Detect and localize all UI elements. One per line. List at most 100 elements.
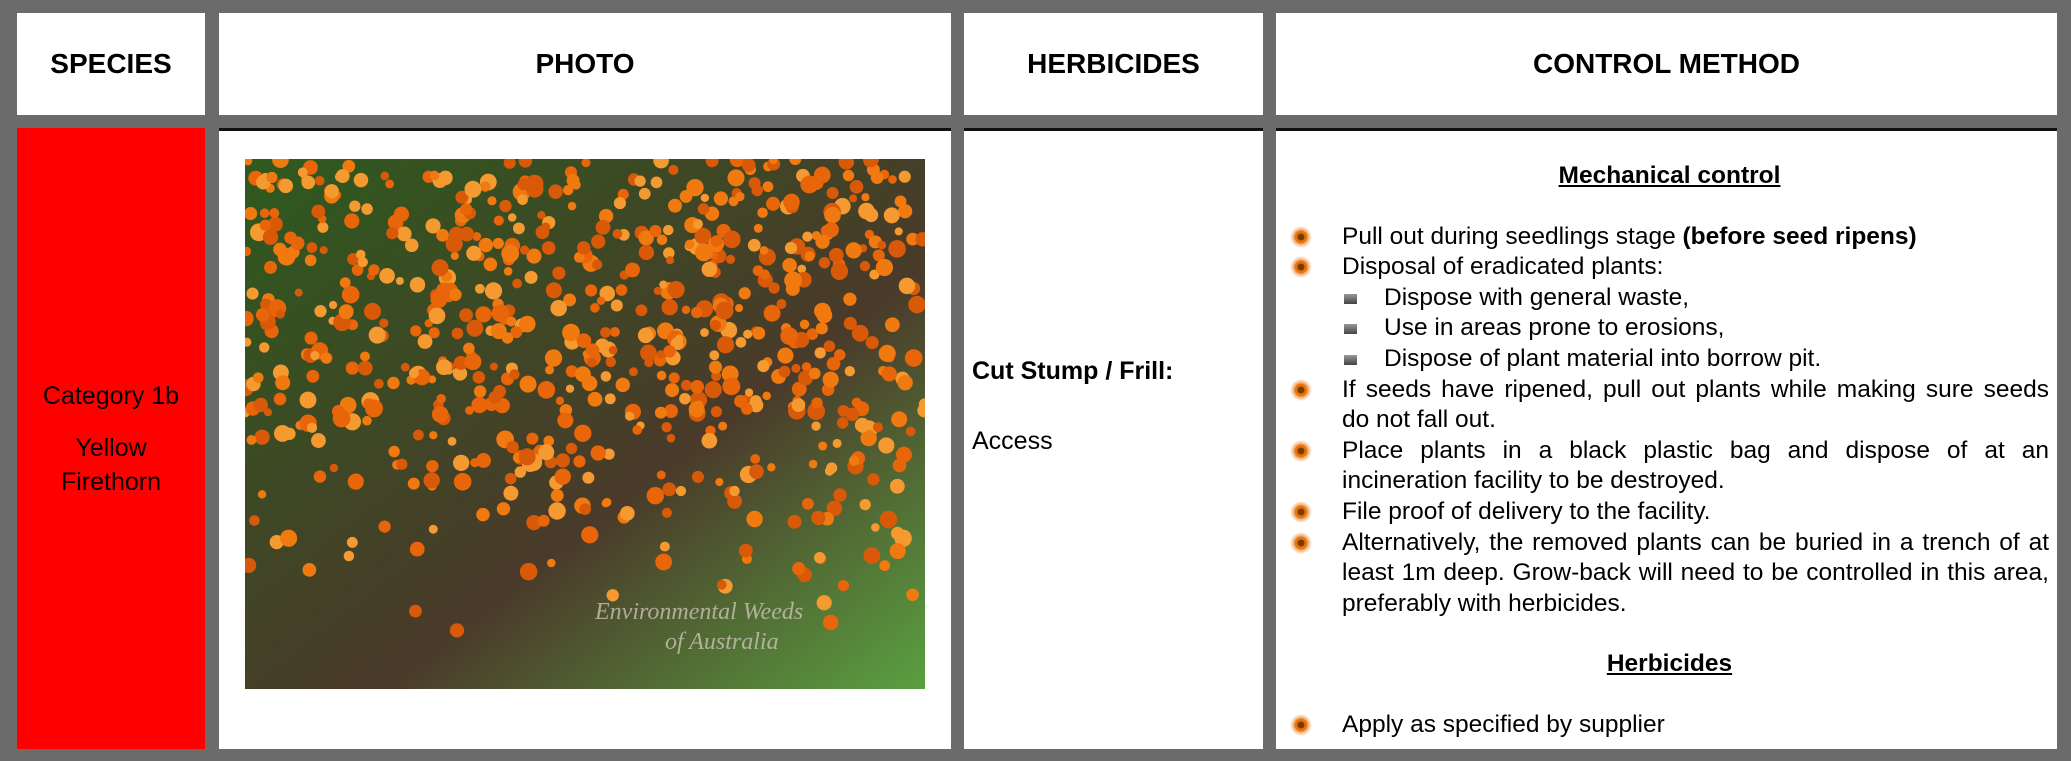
- berry: [815, 234, 830, 249]
- berries: [245, 159, 925, 638]
- berry: [668, 198, 682, 213]
- berry: [328, 300, 338, 310]
- berry: [787, 514, 802, 529]
- berry: [483, 257, 498, 272]
- berry: [294, 288, 303, 297]
- berry: [869, 269, 880, 280]
- berry: [694, 243, 713, 262]
- berry: [859, 260, 871, 272]
- photo: Environmental Weeds of Australia: [245, 159, 925, 689]
- berry: [519, 562, 538, 581]
- berry: [849, 194, 858, 203]
- berry: [360, 351, 370, 362]
- berry: [526, 514, 542, 531]
- berry: [688, 401, 705, 418]
- berry: [727, 494, 743, 509]
- berry: [889, 542, 906, 560]
- berry: [374, 378, 384, 389]
- berry: [625, 411, 635, 421]
- berry: [306, 369, 320, 383]
- berry: [849, 179, 864, 194]
- berry: [814, 551, 826, 564]
- berry: [524, 270, 538, 284]
- berry: [428, 524, 438, 534]
- berry: [791, 398, 806, 412]
- berry: [431, 259, 449, 277]
- berry: [875, 258, 894, 277]
- berry: [501, 332, 514, 344]
- berry: [752, 326, 766, 340]
- berry: [252, 372, 264, 383]
- berry: [734, 304, 744, 313]
- berry: [590, 303, 600, 313]
- berry: [573, 251, 585, 263]
- berry: [768, 282, 780, 294]
- berry: [357, 257, 368, 268]
- berry: [746, 510, 763, 528]
- berry: [360, 364, 369, 373]
- berry: [808, 459, 818, 469]
- berry: [245, 246, 252, 257]
- berry: [890, 526, 905, 540]
- berry: [613, 196, 627, 210]
- berry: [791, 363, 801, 374]
- berry: [519, 245, 530, 255]
- berry: [818, 257, 831, 269]
- berry: [259, 342, 270, 353]
- berry: [423, 472, 440, 489]
- berry: [341, 285, 360, 304]
- berry: [489, 362, 498, 371]
- berry: [697, 203, 710, 215]
- berry: [577, 337, 587, 347]
- berry: [799, 319, 810, 330]
- berry: [815, 322, 828, 335]
- berry: [324, 184, 339, 199]
- berry: [409, 604, 422, 618]
- berry: [517, 194, 528, 205]
- berry: [562, 184, 574, 196]
- berry: [608, 345, 618, 355]
- berry: [585, 284, 598, 297]
- berry: [917, 403, 925, 418]
- berry: [473, 385, 487, 398]
- berry: [722, 230, 741, 249]
- berry: [894, 227, 903, 236]
- berry: [895, 446, 912, 463]
- berry: [344, 213, 360, 229]
- berry: [863, 547, 881, 565]
- berry: [640, 344, 657, 362]
- berry: [585, 343, 600, 357]
- berry: [759, 246, 769, 255]
- bullet-item: If seeds have ripened, pull out plants w…: [1290, 375, 2049, 436]
- berry: [246, 287, 259, 300]
- berry: [777, 347, 794, 364]
- berry: [428, 327, 440, 339]
- berry: [814, 302, 831, 320]
- berry: [379, 318, 389, 328]
- berry: [436, 228, 449, 242]
- berry: [700, 328, 709, 337]
- berry: [386, 227, 399, 240]
- berry: [656, 370, 667, 381]
- berry: [804, 251, 815, 262]
- berry: [345, 361, 360, 375]
- berry: [915, 232, 925, 247]
- berry: [396, 226, 412, 242]
- berry: [718, 421, 728, 431]
- berry: [619, 505, 635, 521]
- berry: [808, 367, 821, 380]
- berry: [496, 502, 511, 516]
- berry: [879, 560, 891, 571]
- berry: [453, 472, 472, 491]
- berry: [735, 191, 745, 202]
- berry: [526, 248, 542, 264]
- berry: [464, 180, 482, 198]
- berry: [837, 404, 850, 417]
- berry: [586, 357, 597, 368]
- berry: [822, 614, 839, 631]
- berry: [904, 349, 923, 367]
- berry: [871, 523, 880, 532]
- berry: [605, 356, 617, 368]
- berry: [686, 178, 704, 197]
